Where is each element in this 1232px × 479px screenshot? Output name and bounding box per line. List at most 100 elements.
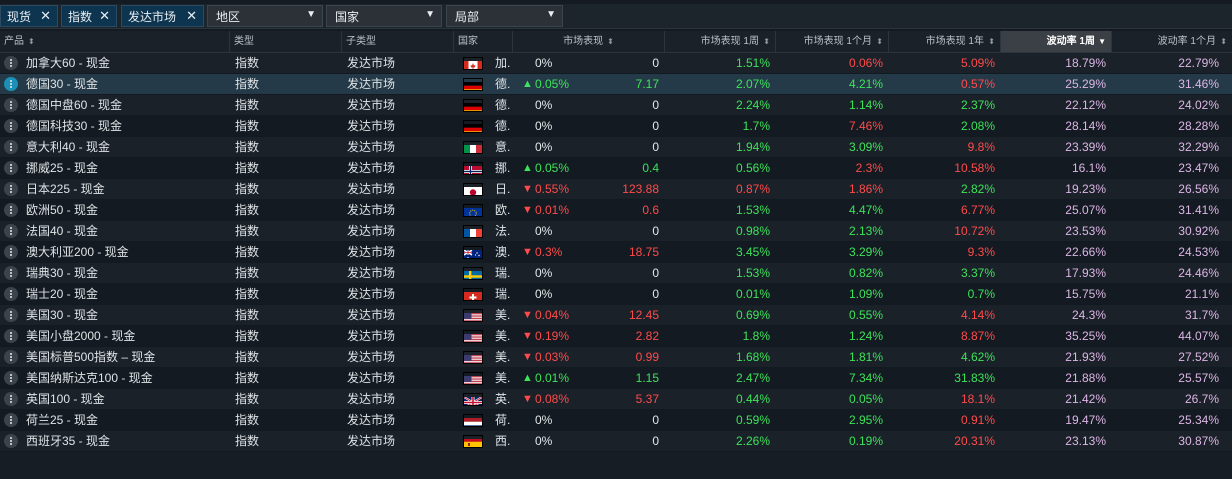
country-abbr: 瑞. bbox=[495, 287, 511, 301]
us-flag-icon bbox=[463, 330, 483, 343]
table-row[interactable]: 荷兰25 - 现金 指数 发达市场 荷. 0% 0 0.59% 2.95% 0.91% 19.47… bbox=[0, 410, 1232, 431]
filter-chip-index[interactable]: 指数 ✕ bbox=[61, 5, 117, 27]
column-header-type[interactable]: 类型 bbox=[230, 31, 342, 52]
performance-change: 1.15 bbox=[635, 371, 659, 385]
column-header-product[interactable]: 产品 ⬍ bbox=[0, 31, 230, 52]
product-name[interactable]: 瑞士20 - 现金 bbox=[26, 287, 99, 301]
column-header-performance[interactable]: 市场表现 ⬍ bbox=[513, 31, 665, 52]
performance-change: 0.6 bbox=[642, 203, 659, 217]
performance-1m: 1.09% bbox=[848, 287, 883, 301]
table-row[interactable]: 加拿大60 - 现金 指数 发达市场 加. 0% 0 1.51% 0.06% 5.09% 18.7… bbox=[0, 53, 1232, 74]
row-menu-icon[interactable] bbox=[4, 203, 18, 217]
performance-percent: 0.55% bbox=[535, 182, 570, 196]
table-row[interactable]: 德国30 - 现金 指数 发达市场 德. ▲ 0.05% 7.17 2.07% 4.21% 0.5… bbox=[0, 74, 1232, 95]
local-dropdown[interactable]: 局部 ▼ bbox=[446, 5, 563, 27]
close-icon[interactable]: ✕ bbox=[99, 8, 110, 23]
table-row[interactable]: 日本225 - 现金 指数 发达市场 日. ▼ 0.55% 123.88 0.87% 1.86%… bbox=[0, 179, 1232, 200]
volatility-1w: 22.66% bbox=[1065, 245, 1106, 259]
performance-1y: 5.09% bbox=[960, 56, 995, 70]
row-menu-icon[interactable] bbox=[4, 140, 18, 154]
table-row[interactable]: 美国标普500指数 – 现金 指数 发达市场 美. ▼ 0.03% 0.99 1.68% 1.8… bbox=[0, 347, 1232, 368]
table-row[interactable]: 德国中盘60 - 现金 指数 发达市场 德. 0% 0 2.24% 1.14% 2.37% 22.… bbox=[0, 95, 1232, 116]
table-row[interactable]: 瑞典30 - 现金 指数 发达市场 瑞. 0% 0 1.53% 0.82% 3.37% 17.93… bbox=[0, 263, 1232, 284]
product-name[interactable]: 德国中盘60 - 现金 bbox=[26, 98, 123, 112]
product-name[interactable]: 美国小盘2000 - 现金 bbox=[26, 329, 136, 343]
row-menu-icon[interactable] bbox=[4, 77, 18, 91]
product-name[interactable]: 德国30 - 现金 bbox=[26, 77, 99, 91]
country-dropdown[interactable]: 国家 ▼ bbox=[326, 5, 442, 27]
gb-flag-icon bbox=[463, 393, 483, 406]
instrument-subtype: 发达市场 bbox=[347, 77, 396, 91]
performance-1w: 3.45% bbox=[735, 245, 770, 259]
table-row[interactable]: 瑞士20 - 现金 指数 发达市场 瑞. 0% 0 0.01% 1.09% 0.7% 15.75%… bbox=[0, 284, 1232, 305]
product-name[interactable]: 意大利40 - 现金 bbox=[26, 140, 111, 154]
row-menu-icon[interactable] bbox=[4, 308, 18, 322]
row-menu-icon[interactable] bbox=[4, 56, 18, 70]
column-header-country[interactable]: 国家 bbox=[454, 31, 513, 52]
product-name[interactable]: 日本225 - 现金 bbox=[26, 182, 105, 196]
product-name[interactable]: 西班牙35 - 现金 bbox=[26, 434, 111, 448]
volatility-1w: 23.39% bbox=[1065, 140, 1106, 154]
table-row[interactable]: 英国100 - 现金 指数 发达市场 英. ▼ 0.08% 5.37 0.44% 0.05% 18… bbox=[0, 389, 1232, 410]
filter-chip-spot[interactable]: 现货 ✕ bbox=[0, 5, 58, 27]
column-header-volatility-1w[interactable]: 波动率 1周 ▼ bbox=[1001, 31, 1112, 52]
table-row[interactable]: 美国小盘2000 - 现金 指数 发达市场 美. ▼ 0.19% 2.82 1.8% 1.24%… bbox=[0, 326, 1232, 347]
product-name[interactable]: 美国纳斯达克100 - 现金 bbox=[26, 371, 153, 385]
table-row[interactable]: 西班牙35 - 现金 指数 发达市场 西. 0% 0 2.26% 0.19% 20.31% 23.… bbox=[0, 431, 1232, 452]
column-header-volatility-1m[interactable]: 波动率 1个月 ⬍ bbox=[1112, 31, 1232, 52]
table-row[interactable]: 欧洲50 - 现金 指数 发达市场 欧. ▼ 0.01% 0.6 1.53% 4.47% 6.77… bbox=[0, 200, 1232, 221]
performance-percent: 0.05% bbox=[535, 161, 570, 175]
column-header-performance-1y[interactable]: 市场表现 1年 ⬍ bbox=[889, 31, 1001, 52]
row-menu-icon[interactable] bbox=[4, 266, 18, 280]
volatility-1w: 28.14% bbox=[1065, 119, 1106, 133]
product-name[interactable]: 美国标普500指数 – 现金 bbox=[26, 350, 156, 364]
product-name[interactable]: 英国100 - 现金 bbox=[26, 392, 105, 406]
row-menu-icon[interactable] bbox=[4, 392, 18, 406]
product-name[interactable]: 美国30 - 现金 bbox=[26, 308, 99, 322]
region-dropdown[interactable]: 地区 ▼ bbox=[207, 5, 323, 27]
volatility-1w: 22.12% bbox=[1065, 98, 1106, 112]
table-row[interactable]: 德国科技30 - 现金 指数 发达市场 德. 0% 0 1.7% 7.46% 2.08% 28.1… bbox=[0, 116, 1232, 137]
column-header-performance-1m[interactable]: 市场表现 1个月 ⬍ bbox=[776, 31, 889, 52]
product-name[interactable]: 德国科技30 - 现金 bbox=[26, 119, 123, 133]
table-row[interactable]: 法国40 - 现金 指数 发达市场 法. 0% 0 0.98% 2.13% 10.72% 23.5… bbox=[0, 221, 1232, 242]
product-name[interactable]: 挪威25 - 现金 bbox=[26, 161, 99, 175]
row-menu-icon[interactable] bbox=[4, 161, 18, 175]
table-row[interactable]: 意大利40 - 现金 指数 发达市场 意. 0% 0 1.94% 3.09% 9.8% 23.39… bbox=[0, 137, 1232, 158]
row-menu-icon[interactable] bbox=[4, 98, 18, 112]
row-menu-icon[interactable] bbox=[4, 119, 18, 133]
performance-1y: 8.87% bbox=[960, 329, 995, 343]
row-menu-icon[interactable] bbox=[4, 350, 18, 364]
table-row[interactable]: 澳大利亚200 - 现金 指数 发达市场 澳. ▼ 0.3% 18.75 3.45% 3.29%… bbox=[0, 242, 1232, 263]
product-name[interactable]: 欧洲50 - 现金 bbox=[26, 203, 99, 217]
performance-change: 2.82 bbox=[635, 329, 659, 343]
direction-arrow-icon: ▼ bbox=[522, 351, 533, 363]
close-icon[interactable]: ✕ bbox=[40, 8, 51, 23]
row-menu-icon[interactable] bbox=[4, 434, 18, 448]
row-menu-icon[interactable] bbox=[4, 224, 18, 238]
column-header-subtype[interactable]: 子类型 bbox=[342, 31, 454, 52]
performance-change: 0 bbox=[652, 266, 659, 280]
table-row[interactable]: 美国纳斯达克100 - 现金 指数 发达市场 美. ▲ 0.01% 1.15 2.47% 7.3… bbox=[0, 368, 1232, 389]
performance-1m: 2.95% bbox=[848, 413, 883, 427]
volatility-1m: 32.29% bbox=[1178, 140, 1219, 154]
row-menu-icon[interactable] bbox=[4, 371, 18, 385]
filter-chip-developed-markets[interactable]: 发达市场 ✕ bbox=[121, 5, 204, 27]
dropdown-label: 地区 bbox=[216, 9, 241, 24]
close-icon[interactable]: ✕ bbox=[186, 8, 197, 23]
table-row[interactable]: 美国30 - 现金 指数 发达市场 美. ▼ 0.04% 12.45 0.69% 0.55% 4.… bbox=[0, 305, 1232, 326]
product-name[interactable]: 法国40 - 现金 bbox=[26, 224, 99, 238]
product-name[interactable]: 瑞典30 - 现金 bbox=[26, 266, 99, 280]
row-menu-icon[interactable] bbox=[4, 413, 18, 427]
column-header-performance-1w[interactable]: 市场表现 1周 ⬍ bbox=[665, 31, 776, 52]
row-menu-icon[interactable] bbox=[4, 287, 18, 301]
row-menu-icon[interactable] bbox=[4, 329, 18, 343]
instrument-subtype: 发达市场 bbox=[347, 329, 396, 343]
row-menu-icon[interactable] bbox=[4, 182, 18, 196]
product-name[interactable]: 荷兰25 - 现金 bbox=[26, 413, 99, 427]
performance-1w: 1.51% bbox=[735, 56, 770, 70]
row-menu-icon[interactable] bbox=[4, 245, 18, 259]
table-row[interactable]: 挪威25 - 现金 指数 发达市场 挪. ▲ 0.05% 0.4 0.56% 2.3% 10.58… bbox=[0, 158, 1232, 179]
product-name[interactable]: 加拿大60 - 现金 bbox=[26, 56, 111, 70]
product-name[interactable]: 澳大利亚200 - 现金 bbox=[26, 245, 129, 259]
